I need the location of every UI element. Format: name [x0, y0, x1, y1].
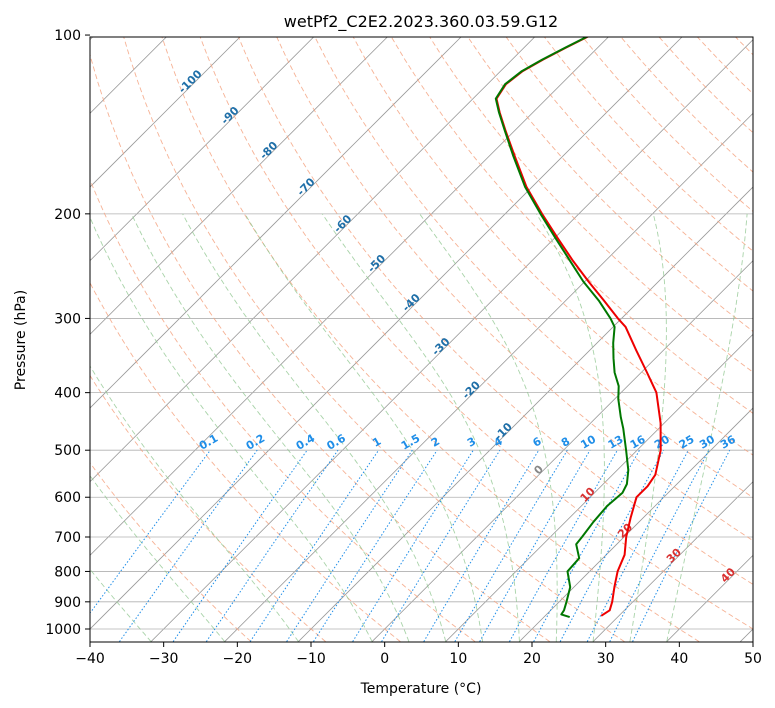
- mixing-ratio-line: [119, 449, 258, 642]
- x-tick-label: 0: [380, 651, 389, 667]
- isotherm-line: [90, 37, 388, 335]
- x-tick-label: 20: [523, 651, 541, 667]
- moist-adiabat-line: [536, 213, 605, 642]
- mixing-ratio-line: [249, 449, 380, 642]
- moist-adiabat-line: [90, 568, 152, 642]
- isotherm-line: [90, 37, 462, 409]
- isotherm-line: [445, 333, 753, 642]
- mixing-ratio-line: [381, 449, 501, 642]
- x-axis-ticks: −40 −30 −20 −10 0 10 20 30 40 50: [75, 642, 762, 667]
- x-tick-label: −20: [223, 651, 253, 667]
- mixing-ratio-line: [423, 449, 540, 642]
- moist-adiabat-line: [629, 213, 667, 642]
- moist-adiabat-line: [131, 213, 410, 642]
- mixing-ratio-line: [632, 449, 731, 642]
- x-tick-label: 30: [597, 651, 615, 667]
- dry-adiabat-line: [429, 37, 753, 373]
- dry-adiabat-line: [90, 178, 476, 642]
- dry-adiabat-line: [90, 462, 252, 642]
- isotherm-line: [90, 37, 536, 483]
- moist-adiabat-lines: [90, 213, 748, 642]
- y-tick-label: 500: [54, 443, 81, 459]
- dry-adiabat-line: [123, 37, 625, 642]
- isotherm-line: [150, 39, 753, 642]
- y-tick-label: 1000: [45, 622, 81, 638]
- dewpoint-profile-line: [494, 37, 630, 619]
- x-axis-label: Temperature (°C): [360, 681, 482, 697]
- isotherm-line: [90, 37, 241, 188]
- y-tick-label: 200: [54, 207, 81, 223]
- y-tick-label: 600: [54, 490, 81, 506]
- x-tick-label: 10: [449, 651, 467, 667]
- x-tick-label: 40: [670, 651, 688, 667]
- y-tick-label: 400: [54, 386, 81, 402]
- dry-adiabat-line: [390, 37, 753, 414]
- y-tick-label: 100: [54, 28, 81, 44]
- moist-adiabat-line: [419, 213, 558, 642]
- isotherm-line: [90, 37, 683, 630]
- isotherm-line: [371, 260, 753, 642]
- isotherm-line: [224, 112, 753, 642]
- dry-adiabat-line: [314, 37, 753, 499]
- y-tick-label: 900: [54, 595, 81, 611]
- x-tick-label: −10: [296, 651, 326, 667]
- sounding-series: [494, 37, 662, 619]
- x-tick-label: 50: [744, 651, 762, 667]
- dry-adiabat-lines: [90, 37, 753, 642]
- y-tick-label: 700: [54, 530, 81, 546]
- dry-adiabat-line: [90, 52, 550, 642]
- dry-adiabat-line: [161, 37, 700, 642]
- dry-adiabat-line: [237, 37, 753, 585]
- chart-title: wetPf2_C2E2.2023.360.03.59.G12: [284, 12, 558, 32]
- dry-adiabat-line: [90, 374, 326, 642]
- mixing-ratio-line: [559, 449, 665, 642]
- mixing-ratio-line: [586, 449, 689, 642]
- moist-adiabat-line: [90, 216, 373, 642]
- y-axis-label: Pressure (hPa): [13, 290, 29, 390]
- moist-adiabat-line: [90, 365, 299, 642]
- plot-area: 0.1 0.2 0.4 0.6 1 1.5 2 3 4 6 8 10 13 16 20 25 30 36-100-…: [90, 37, 753, 642]
- mixing-ratio-line: [172, 449, 308, 642]
- isotherm-line: [90, 37, 609, 556]
- y-axis-ticks: 1000 900 800 700 600 500 400 300 200 100: [45, 28, 90, 638]
- isotherm-line: [90, 37, 315, 262]
- dry-adiabat-line: [90, 281, 401, 642]
- y-tick-label: 300: [54, 311, 81, 327]
- mixing-ratio-line: [533, 449, 640, 642]
- x-tick-label: −40: [75, 651, 105, 667]
- moist-adiabat-line: [244, 213, 484, 642]
- mixing-ratio-line: [609, 449, 710, 642]
- x-tick-label: −30: [149, 651, 179, 667]
- mixing-ratio-line: [286, 449, 413, 642]
- y-tick-label: 800: [54, 564, 81, 580]
- moist-adiabat-line: [182, 213, 447, 642]
- isotherm-line: [519, 407, 753, 642]
- mixing-ratio-lines: [90, 449, 731, 642]
- isotherm-line: [592, 481, 753, 642]
- plot-frame: [89, 36, 754, 643]
- moist-adiabat-line: [666, 213, 748, 642]
- mixing-ratio-line: [313, 449, 438, 642]
- mixing-ratio-line: [205, 449, 339, 642]
- dry-adiabat-line: [505, 37, 753, 292]
- dry-adiabat-line: [199, 37, 753, 630]
- moist-adiabat-line: [90, 474, 226, 642]
- mixing-ratio-line: [352, 449, 474, 642]
- pressure-grid-lines: [90, 213, 753, 630]
